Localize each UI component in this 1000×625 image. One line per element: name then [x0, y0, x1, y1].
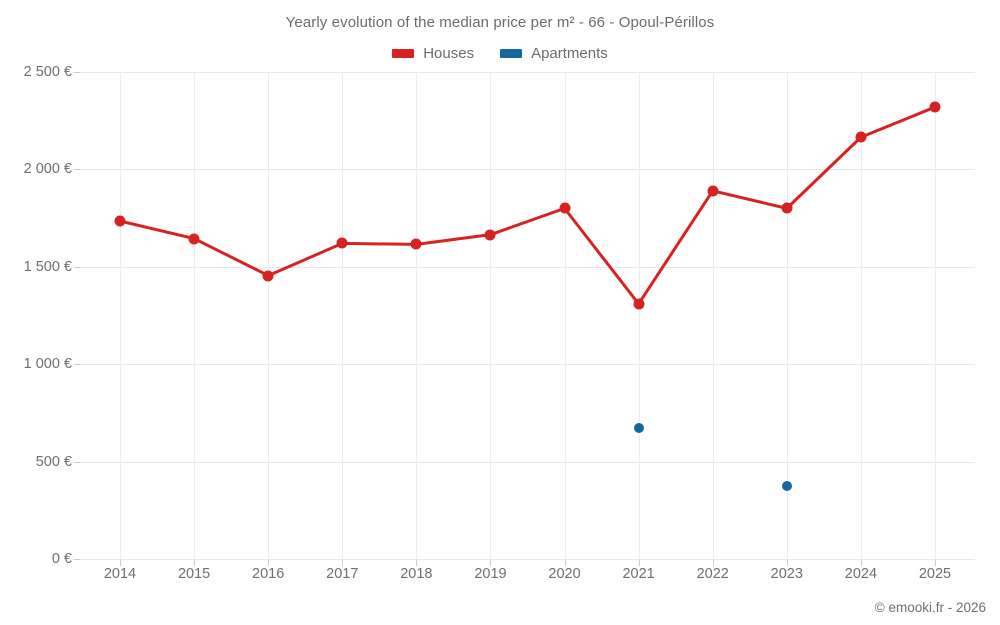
- gridline-horizontal: [80, 559, 975, 560]
- gridline-horizontal: [80, 169, 975, 171]
- data-point-houses[interactable]: [410, 238, 422, 250]
- data-point-houses[interactable]: [114, 215, 126, 227]
- x-axis-tick-mark: [120, 559, 121, 566]
- legend-label-apartments: Apartments: [531, 45, 608, 62]
- x-axis-tick-mark: [638, 559, 640, 566]
- series-line-houses: [118, 105, 937, 306]
- x-axis-tick-mark: [342, 559, 344, 566]
- chart-credit: © emooki.fr - 2026: [874, 600, 986, 615]
- x-axis-tick-label: 2018: [400, 566, 433, 582]
- chart-title: Yearly evolution of the median price per…: [285, 14, 715, 31]
- gridline-vertical: [342, 72, 344, 559]
- gridline-vertical: [564, 72, 566, 559]
- plot-area: [80, 72, 975, 560]
- gridline-vertical: [490, 72, 492, 559]
- y-axis-tick-mark: [74, 461, 80, 463]
- y-axis-tick-label: 500 €: [35, 453, 72, 470]
- gridline-vertical: [786, 72, 788, 559]
- gridline-vertical: [120, 72, 121, 559]
- data-point-houses[interactable]: [336, 237, 348, 249]
- x-axis-tick-label: 2015: [177, 566, 211, 582]
- gridline-vertical: [268, 72, 270, 559]
- chart-legend: Houses Apartments: [0, 45, 1000, 62]
- y-axis-tick-label: 0 €: [51, 551, 72, 567]
- x-axis-tick-mark: [860, 559, 862, 566]
- gridline-vertical: [712, 72, 714, 559]
- x-axis-tick-label: 2022: [696, 566, 729, 582]
- x-axis-tick-label: 2017: [326, 566, 359, 582]
- x-axis-tick-mark: [935, 559, 936, 566]
- x-axis-tick-label: 2024: [844, 566, 878, 582]
- x-axis-tick-label: 2021: [622, 566, 655, 582]
- y-axis-tick-mark: [74, 169, 80, 171]
- y-axis-tick-mark: [74, 559, 80, 560]
- x-axis-tick-mark: [194, 559, 196, 566]
- gridline-vertical: [194, 72, 196, 559]
- x-axis-tick-mark: [268, 559, 270, 566]
- x-axis-tick-mark: [786, 559, 788, 566]
- data-point-houses[interactable]: [707, 185, 719, 197]
- data-point-houses[interactable]: [929, 101, 941, 113]
- x-axis-tick-mark: [564, 559, 566, 566]
- y-axis-tick-label: 2 500 €: [23, 64, 72, 80]
- y-axis-tick-mark: [74, 72, 80, 73]
- x-axis-tick-label: 2025: [918, 566, 952, 582]
- y-axis-tick-label: 1 500 €: [23, 258, 72, 275]
- y-axis-tick-label: 2 000 €: [23, 161, 72, 178]
- x-axis-tick-label: 2020: [548, 566, 581, 582]
- x-axis-tick-mark: [712, 559, 714, 566]
- legend-swatch-apartments: [500, 49, 523, 58]
- legend-item-apartments[interactable]: Apartments: [500, 45, 608, 62]
- legend-item-houses[interactable]: Houses: [392, 45, 474, 62]
- legend-label-houses: Houses: [423, 45, 475, 62]
- x-axis-tick-label: 2023: [770, 566, 803, 582]
- gridline-vertical: [935, 72, 936, 559]
- y-axis-tick-mark: [74, 266, 80, 268]
- data-point-houses[interactable]: [781, 202, 793, 214]
- x-axis-tick-mark: [416, 559, 418, 566]
- legend-swatch-houses: [392, 49, 415, 58]
- x-axis-tick-label: 2014: [103, 566, 137, 582]
- gridline-horizontal: [80, 364, 975, 366]
- gridline-horizontal: [80, 461, 975, 463]
- x-axis-tick-label: 2016: [252, 566, 285, 582]
- gridline-vertical: [416, 72, 418, 559]
- data-point-houses[interactable]: [559, 202, 571, 214]
- y-axis-tick-label: 1 000 €: [23, 356, 72, 373]
- data-point-apartments[interactable]: [781, 480, 792, 491]
- data-point-apartments[interactable]: [633, 423, 644, 434]
- y-axis-labels: 0 € 500 € 1 000 € 1 500 € 2 000 € 2 500 €: [0, 0, 72, 625]
- y-axis-tick-mark: [74, 364, 80, 366]
- gridline-vertical: [638, 72, 640, 559]
- data-point-houses[interactable]: [262, 270, 274, 282]
- gridline-vertical: [860, 72, 862, 559]
- series-lines: [118, 105, 937, 306]
- x-axis-tick-label: 2019: [474, 566, 507, 582]
- data-point-houses[interactable]: [855, 131, 867, 143]
- gridline-horizontal: [80, 72, 975, 73]
- gridline-horizontal: [80, 266, 975, 268]
- data-point-houses[interactable]: [484, 229, 496, 241]
- x-axis-tick-mark: [490, 559, 492, 566]
- data-point-houses[interactable]: [188, 233, 200, 245]
- data-point-houses[interactable]: [633, 298, 645, 310]
